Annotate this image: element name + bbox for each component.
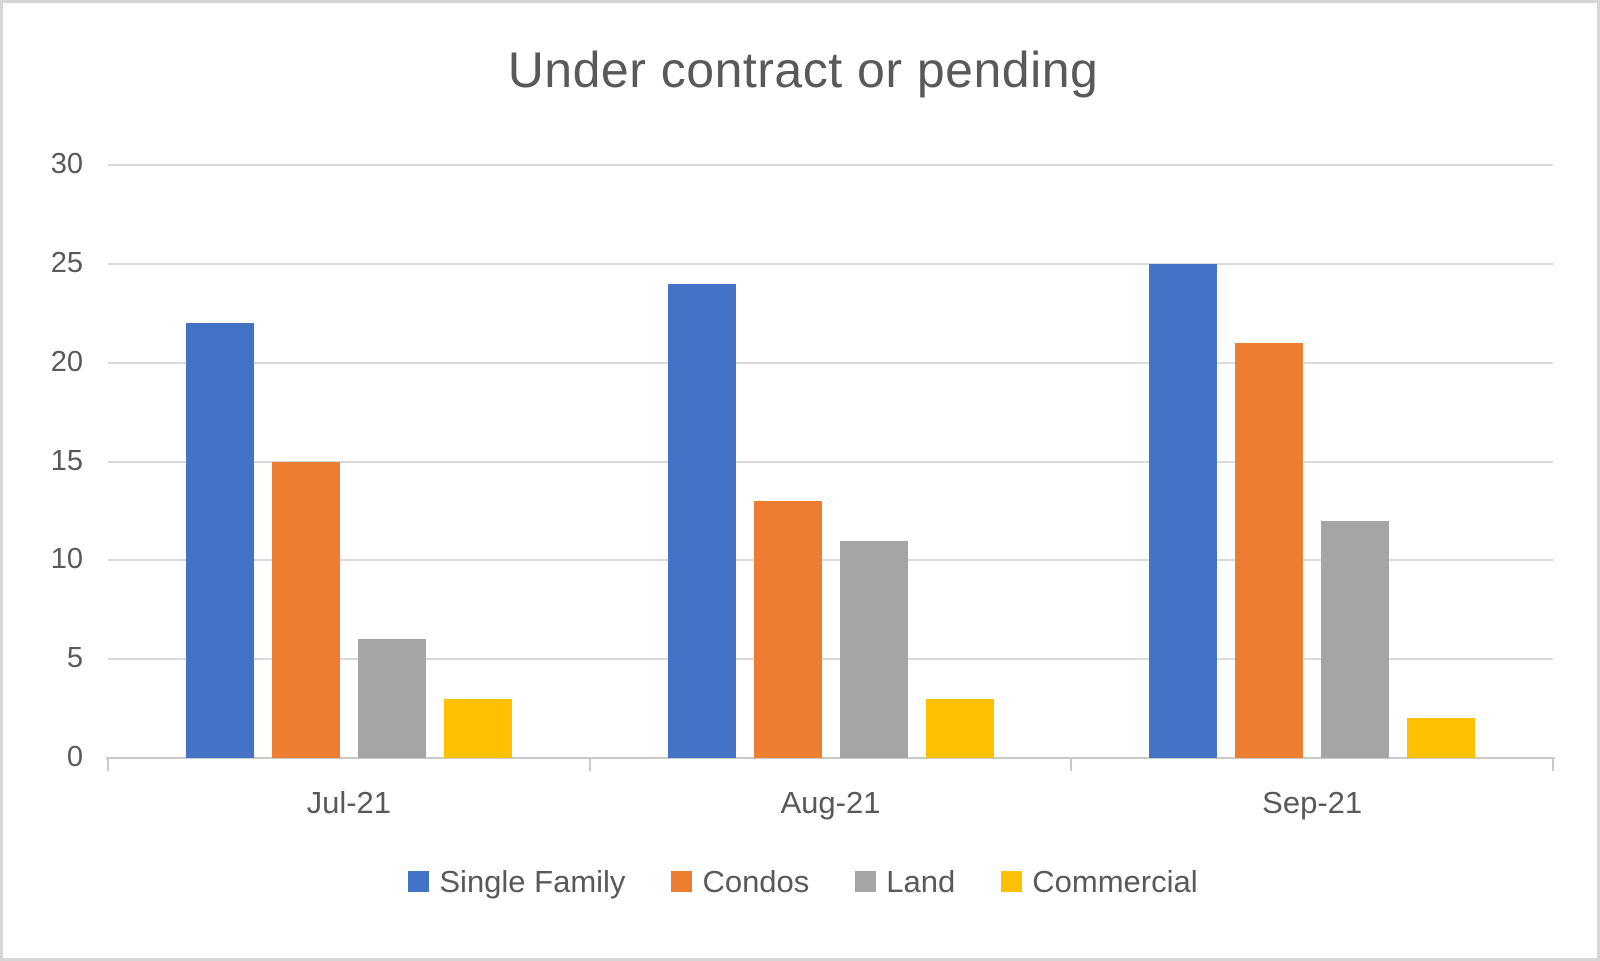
x-axis-label-jul-21: Jul-21 [306,785,392,820]
legend-item-land: Land [855,866,955,897]
chart-title: Under contract or pending [507,42,1099,98]
x-axis-label-aug-21: Aug-21 [780,785,881,820]
bar-condos-sep-21 [1235,342,1304,758]
legend-item-commercial: Commercial [1001,863,1198,899]
gridline-5 [108,658,1553,661]
bar-single-family-sep-21 [1149,263,1218,758]
bar-single-family-jul-21 [185,323,254,758]
x-axis-tick [107,758,109,771]
gridline-15 [108,460,1553,463]
bar-commercial-jul-21 [443,698,512,758]
gridline-20 [108,361,1553,364]
y-tick-label-0: 0 [66,741,83,773]
y-tick-label-15: 15 [50,444,83,477]
legend-label-commercial: Commercial [1032,863,1198,899]
bar-land-jul-21 [357,639,426,758]
bar-single-family-aug-21 [667,283,736,758]
legend-label-condos: Condos [702,863,810,899]
legend: Single Family Condos Land Commercial [3,859,1600,903]
legend-swatch-commercial [1001,870,1023,892]
x-axis-tick [1552,758,1554,771]
y-tick-label-10: 10 [50,543,83,576]
bar-commercial-aug-21 [925,698,994,758]
bar-condos-aug-21 [753,501,822,758]
y-tick-label-20: 20 [50,345,83,378]
bar-land-aug-21 [839,540,908,758]
legend-swatch-condos [671,870,693,892]
legend-swatch-land [855,870,877,892]
bar-condos-jul-21 [271,461,340,758]
legend-swatch-single-family [408,870,430,892]
bar-commercial-sep-21 [1407,718,1476,758]
bar-land-sep-21 [1321,520,1390,758]
legend-item-condos: Condos [671,866,809,897]
y-tick-label-5: 5 [66,642,83,675]
legend-item-single-family: Single Family [408,866,625,897]
y-tick-label-25: 25 [50,246,83,279]
x-axis-label-sep-21: Sep-21 [1262,785,1363,820]
legend-label-single-family: Single Family [439,863,626,899]
x-axis-tick [588,758,591,771]
y-tick-label-30: 30 [50,148,83,180]
gridline-30 [108,164,1553,166]
legend-label-land: Land [886,863,956,899]
gridline-25 [108,262,1553,265]
x-axis-tick [1070,758,1073,771]
gridline-10 [108,559,1553,562]
x-axis-line [106,757,1555,759]
